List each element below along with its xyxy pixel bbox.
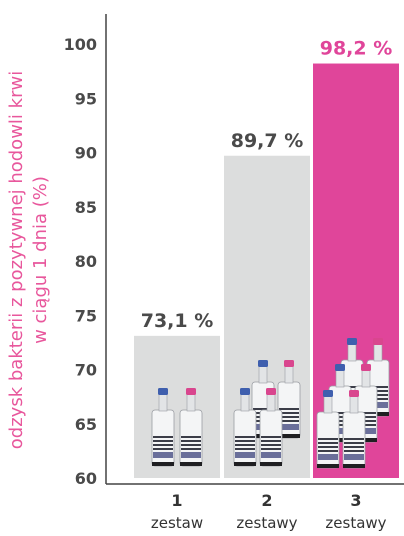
value-label: 89,7 % [231,130,304,152]
bars: 73,1 % 89,7 % 98,2 % [134,38,399,478]
bottle-illustration [151,388,203,467]
y-tick-label: 95 [75,89,97,108]
x-tick-number: 3 [350,491,361,510]
y-axis-label-line2: w ciągu 1 dnia (%) [30,176,51,344]
x-tick-label: zestaw [151,514,203,532]
x-tick-label: zestawy [236,514,297,532]
y-tick-label: 90 [75,144,97,163]
y-axis-ticks: 60 65 70 75 80 85 90 95 100 [64,35,97,488]
x-axis-labels: 1 zestaw 2 zestawy 3 zestawy [151,491,387,532]
y-axis-label: odzysk bakterii z pozytywnej hodowli krw… [6,71,51,449]
y-tick-label: 100 [64,35,97,54]
y-tick-label: 85 [75,198,97,217]
value-label: 98,2 % [320,38,393,60]
x-tick-label: zestawy [325,514,386,532]
bottle-illustration [233,360,301,467]
y-axis-label-line1: odzysk bakterii z pozytywnej hodowli krw… [6,71,27,449]
y-tick-label: 75 [75,306,97,325]
bottle-illustration [316,338,390,469]
x-tick-number: 1 [171,491,182,510]
x-tick-number: 2 [261,491,272,510]
y-tick-label: 70 [75,361,97,380]
y-tick-label: 80 [75,252,97,271]
y-tick-label: 65 [75,415,97,434]
y-tick-label: 60 [75,469,97,488]
value-label: 73,1 % [141,310,214,332]
bar [134,335,220,478]
